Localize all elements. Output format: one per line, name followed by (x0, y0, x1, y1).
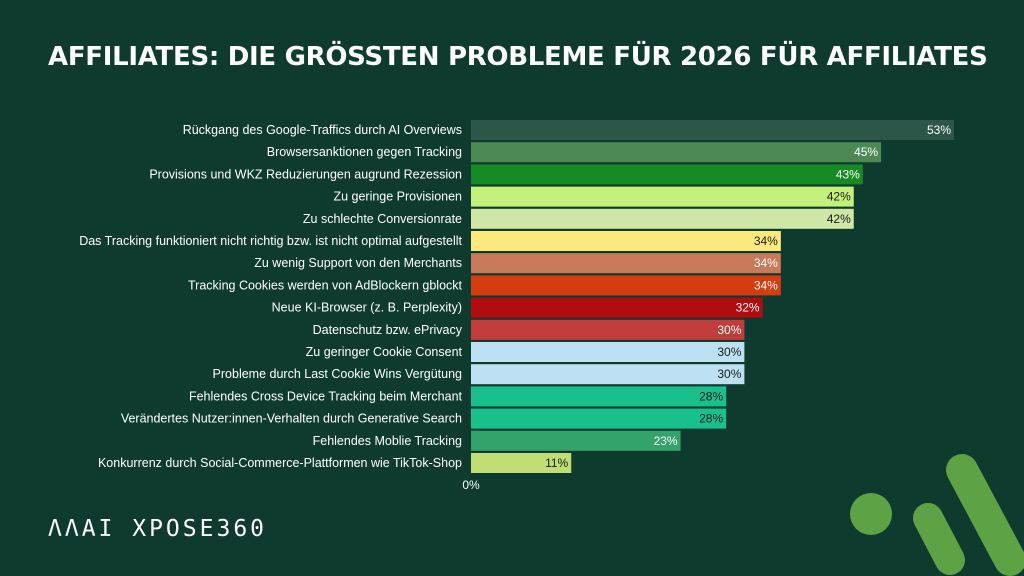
decor-stroke-long (946, 454, 1024, 576)
category-label: Konkurrenz durch Social-Commerce-Plattfo… (98, 456, 462, 470)
value-label: 30% (717, 367, 741, 381)
bar (471, 275, 781, 296)
value-label: 45% (854, 145, 878, 159)
category-label: Fehlendes Moblie Tracking (313, 434, 462, 448)
bar (471, 408, 727, 429)
value-label: 34% (754, 278, 778, 292)
category-label: Zu wenig Support von den Merchants (254, 256, 462, 270)
category-label: Das Tracking funktioniert nicht richtig … (79, 234, 462, 248)
decor-stroke-short (913, 503, 965, 575)
decor-dot (850, 493, 892, 535)
bar (471, 208, 854, 229)
category-label: Neue KI-Browser (z. B. Perplexity) (272, 301, 462, 315)
value-label: 23% (654, 434, 678, 448)
value-label: 42% (827, 190, 851, 204)
category-label: Zu schlechte Conversionrate (303, 212, 462, 226)
bar (471, 142, 882, 163)
category-label: Datenschutz bzw. ePrivacy (313, 323, 463, 337)
bar (471, 186, 854, 207)
category-label: Provisions und WKZ Reduzierungen augrund… (149, 167, 462, 181)
value-label: 34% (754, 256, 778, 270)
bar (471, 453, 572, 473)
x-tick-label: 0% (462, 478, 480, 492)
bar (471, 319, 745, 340)
bar (471, 253, 781, 274)
category-label: Fehlendes Cross Device Tracking beim Mer… (189, 389, 463, 403)
category-label: Tracking Cookies werden von AdBlockern g… (188, 278, 463, 292)
value-label: 28% (699, 412, 723, 426)
value-label: 30% (717, 323, 741, 337)
bar (471, 364, 745, 385)
category-label: Zu geringer Cookie Consent (306, 345, 463, 359)
value-label: 43% (836, 167, 860, 181)
value-label: 28% (699, 389, 723, 403)
bar (471, 386, 727, 407)
category-label: Verändertes Nutzer:innen-Verhalten durch… (121, 412, 462, 426)
category-label: Probleme durch Last Cookie Wins Vergütun… (213, 367, 462, 381)
category-label: Rückgang des Google-Traffics durch AI Ov… (183, 123, 462, 137)
chart-title: AFFILIATES: DIE GRÖSSTEN PROBLEME FÜR 20… (48, 42, 988, 72)
bar (471, 120, 954, 140)
value-label: 42% (827, 212, 851, 226)
category-label: Zu geringe Provisionen (333, 190, 462, 204)
bar (471, 430, 681, 451)
value-label: 32% (736, 301, 760, 315)
value-label: 30% (717, 345, 741, 359)
brand-logo: ΛΛΑΙ XPOSE360 (48, 516, 268, 542)
bar (471, 231, 781, 251)
category-label: Browsersanktionen gegen Tracking (267, 145, 462, 159)
value-label: 53% (927, 123, 951, 137)
bar (471, 164, 863, 185)
bar (471, 297, 763, 318)
bar (471, 342, 745, 362)
value-label: 11% (545, 456, 568, 470)
value-label: 34% (754, 234, 778, 248)
